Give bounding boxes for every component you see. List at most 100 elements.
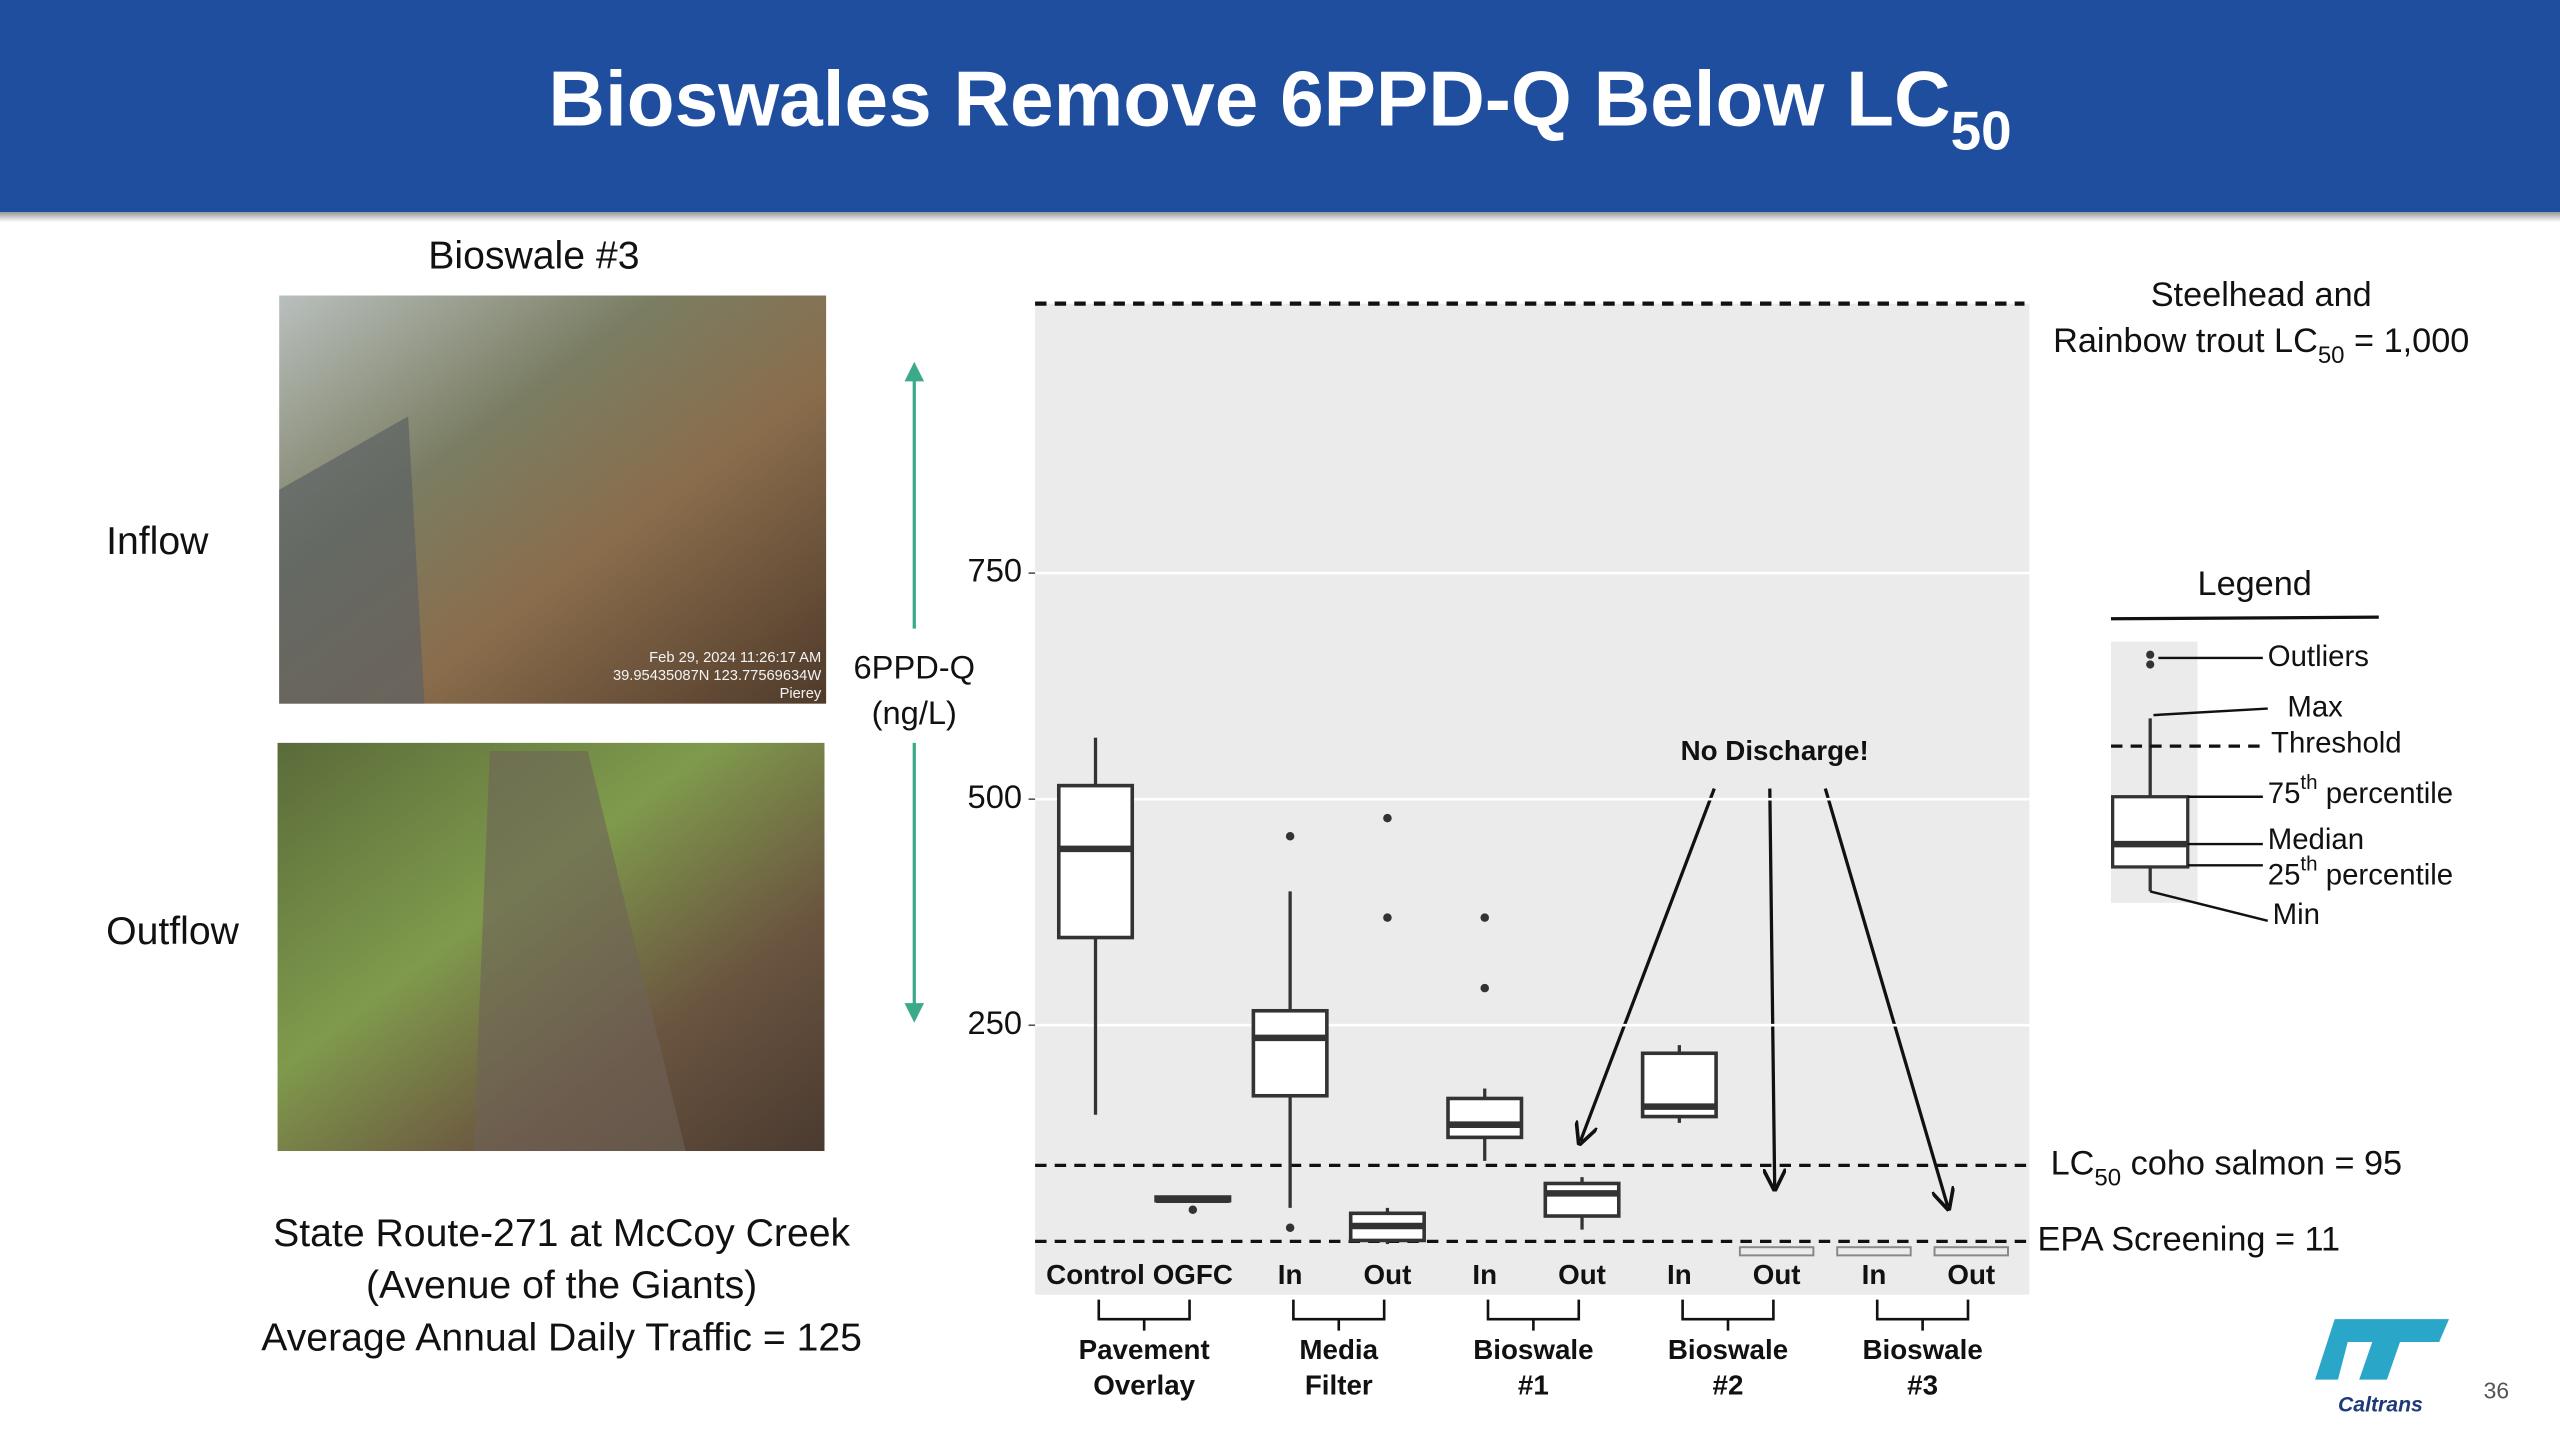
arrow xyxy=(1770,788,1775,1187)
x-tick-label: In xyxy=(1472,1259,1497,1290)
threshold-label: LC50 coho salmon = 95 xyxy=(2051,1144,2402,1191)
x-tick-label: OGFC xyxy=(1153,1259,1233,1290)
legend-box xyxy=(2111,795,2190,869)
legend-item: Threshold xyxy=(2271,726,2402,759)
text-line: Bioswale xyxy=(1668,1334,1788,1365)
text-line: Media xyxy=(1299,1334,1378,1365)
box xyxy=(1446,1096,1524,1140)
annotation: No Discharge! xyxy=(1681,735,1869,766)
x-tick-label: Out xyxy=(1947,1259,1995,1290)
group-label: Pavement Overlay xyxy=(1079,1334,1210,1401)
text-line: 39.95435087N 123.77569634W xyxy=(613,668,821,684)
legend-title: Legend xyxy=(2198,565,2312,603)
legend-outlier xyxy=(2146,650,2155,659)
no-discharge-placeholder xyxy=(1738,1246,1815,1257)
text-line: Feb 29, 2024 11:26:17 AM xyxy=(649,650,821,666)
text-line: #3 xyxy=(1907,1370,1938,1401)
group-brace xyxy=(1097,1299,1191,1331)
text-line: Bioswale xyxy=(1862,1334,1982,1365)
legend-leaders xyxy=(2149,656,2269,923)
legend-item-script: th xyxy=(2300,771,2317,794)
text-line: #2 xyxy=(1713,1370,1744,1401)
text-line: Rainbow trout LC xyxy=(2053,322,2318,360)
threshold-label-main: Steelhead and Rainbow trout LC xyxy=(2053,276,2372,360)
threshold-label: EPA Screening = 11 xyxy=(2038,1220,2341,1258)
group-brace xyxy=(1875,1299,1970,1331)
threshold-label-main: LC xyxy=(2051,1144,2095,1182)
header-shadow xyxy=(0,212,2560,223)
text-line: Average Annual Daily Traffic = 125 xyxy=(261,1317,862,1360)
x-tick-label: Out xyxy=(1753,1259,1801,1290)
legend-item: 75th percentile xyxy=(2268,771,2453,810)
page-number: 36 xyxy=(2484,1378,2509,1404)
y-tick-label: 750 xyxy=(968,552,1022,589)
x-tick-label: In xyxy=(1667,1259,1692,1290)
group-label: Media Filter xyxy=(1299,1334,1378,1401)
box xyxy=(1543,1181,1621,1218)
text-line: State Route-271 at McCoy Creek xyxy=(273,1212,850,1255)
slide-title-script: 50 xyxy=(1951,100,2012,162)
logo-mark xyxy=(2315,1319,2449,1380)
legend-item-main: Max xyxy=(2287,690,2343,723)
box xyxy=(1056,783,1135,940)
x-tick-label: Out xyxy=(1558,1259,1606,1290)
y-tick-label: 250 xyxy=(968,1004,1022,1041)
legend-outlier xyxy=(2146,660,2155,669)
group-brace xyxy=(1292,1299,1386,1331)
photo-title: Bioswale #3 xyxy=(428,234,639,277)
y-tick-label: 500 xyxy=(968,778,1022,815)
leader xyxy=(2153,707,2268,717)
legend-item-main: 25 xyxy=(2268,859,2301,892)
text-line: Filter xyxy=(1305,1370,1373,1401)
no-discharge-placeholder xyxy=(1933,1246,2009,1257)
legend-item-end: percentile xyxy=(2318,859,2454,892)
legend-item: Outliers xyxy=(2268,640,2369,673)
text-line: Pavement xyxy=(1079,1334,1210,1365)
text-line: (Avenue of the Giants) xyxy=(366,1265,757,1308)
x-tick-label: Out xyxy=(1364,1259,1412,1290)
logo-text: Caltrans xyxy=(2338,1393,2423,1416)
legend-diagram xyxy=(2111,615,2379,923)
outlier xyxy=(1480,913,1489,922)
x-tick-label: In xyxy=(1862,1259,1887,1290)
arrow xyxy=(1580,787,1716,1142)
logo xyxy=(2315,1319,2449,1380)
legend-item-main: Outliers xyxy=(2268,640,2369,673)
arrow xyxy=(1823,788,1947,1207)
threshold-label: Steelhead and Rainbow trout LC50 = 1,000 xyxy=(2053,276,2469,368)
photo-stamp: Feb 29, 2024 11:26:17 AM 39.95435087N 123… xyxy=(613,650,822,702)
slide-title: Bioswales Remove 6PPD-Q Below LC50 xyxy=(548,54,2011,162)
threshold-label-main: EPA Screening = 11 xyxy=(2038,1220,2341,1258)
site-caption: State Route-271 at McCoy Creek (Avenue of… xyxy=(261,1212,862,1359)
text-line: Steelhead and xyxy=(2151,276,2372,314)
outlier xyxy=(1285,832,1295,841)
path xyxy=(473,751,686,1152)
text-line: 6PPD-Q xyxy=(854,648,976,685)
legend-item-main: Threshold xyxy=(2271,726,2402,759)
threshold-label-end: coho salmon = 95 xyxy=(2121,1144,2402,1182)
group-label: Bioswale #1 xyxy=(1473,1334,1593,1401)
legend-item-main: Min xyxy=(2273,898,2320,931)
text-line: Overlay xyxy=(1093,1370,1195,1401)
legend-item-script: th xyxy=(2300,853,2317,876)
header-band xyxy=(0,0,2560,213)
outlier xyxy=(1383,913,1392,922)
no-discharge-placeholder xyxy=(1836,1246,1912,1257)
legend-item-main: Median xyxy=(2268,823,2364,856)
legend-item: Min xyxy=(2273,898,2320,931)
outlier xyxy=(1188,1205,1198,1214)
outlier xyxy=(1480,983,1489,993)
threshold-label-script: 50 xyxy=(2318,342,2345,369)
group-label: Bioswale #2 xyxy=(1668,1334,1788,1401)
text-line: Pierey xyxy=(780,686,822,702)
box xyxy=(1251,1008,1329,1098)
legend-item-main: 75 xyxy=(2268,777,2301,810)
legend-item: 25th percentile xyxy=(2268,853,2453,892)
outlier xyxy=(1285,1223,1295,1233)
inflow-label: Inflow xyxy=(106,520,209,563)
annotation-arrows xyxy=(1580,787,1947,1207)
text-line: #1 xyxy=(1518,1370,1549,1401)
road xyxy=(279,416,425,704)
